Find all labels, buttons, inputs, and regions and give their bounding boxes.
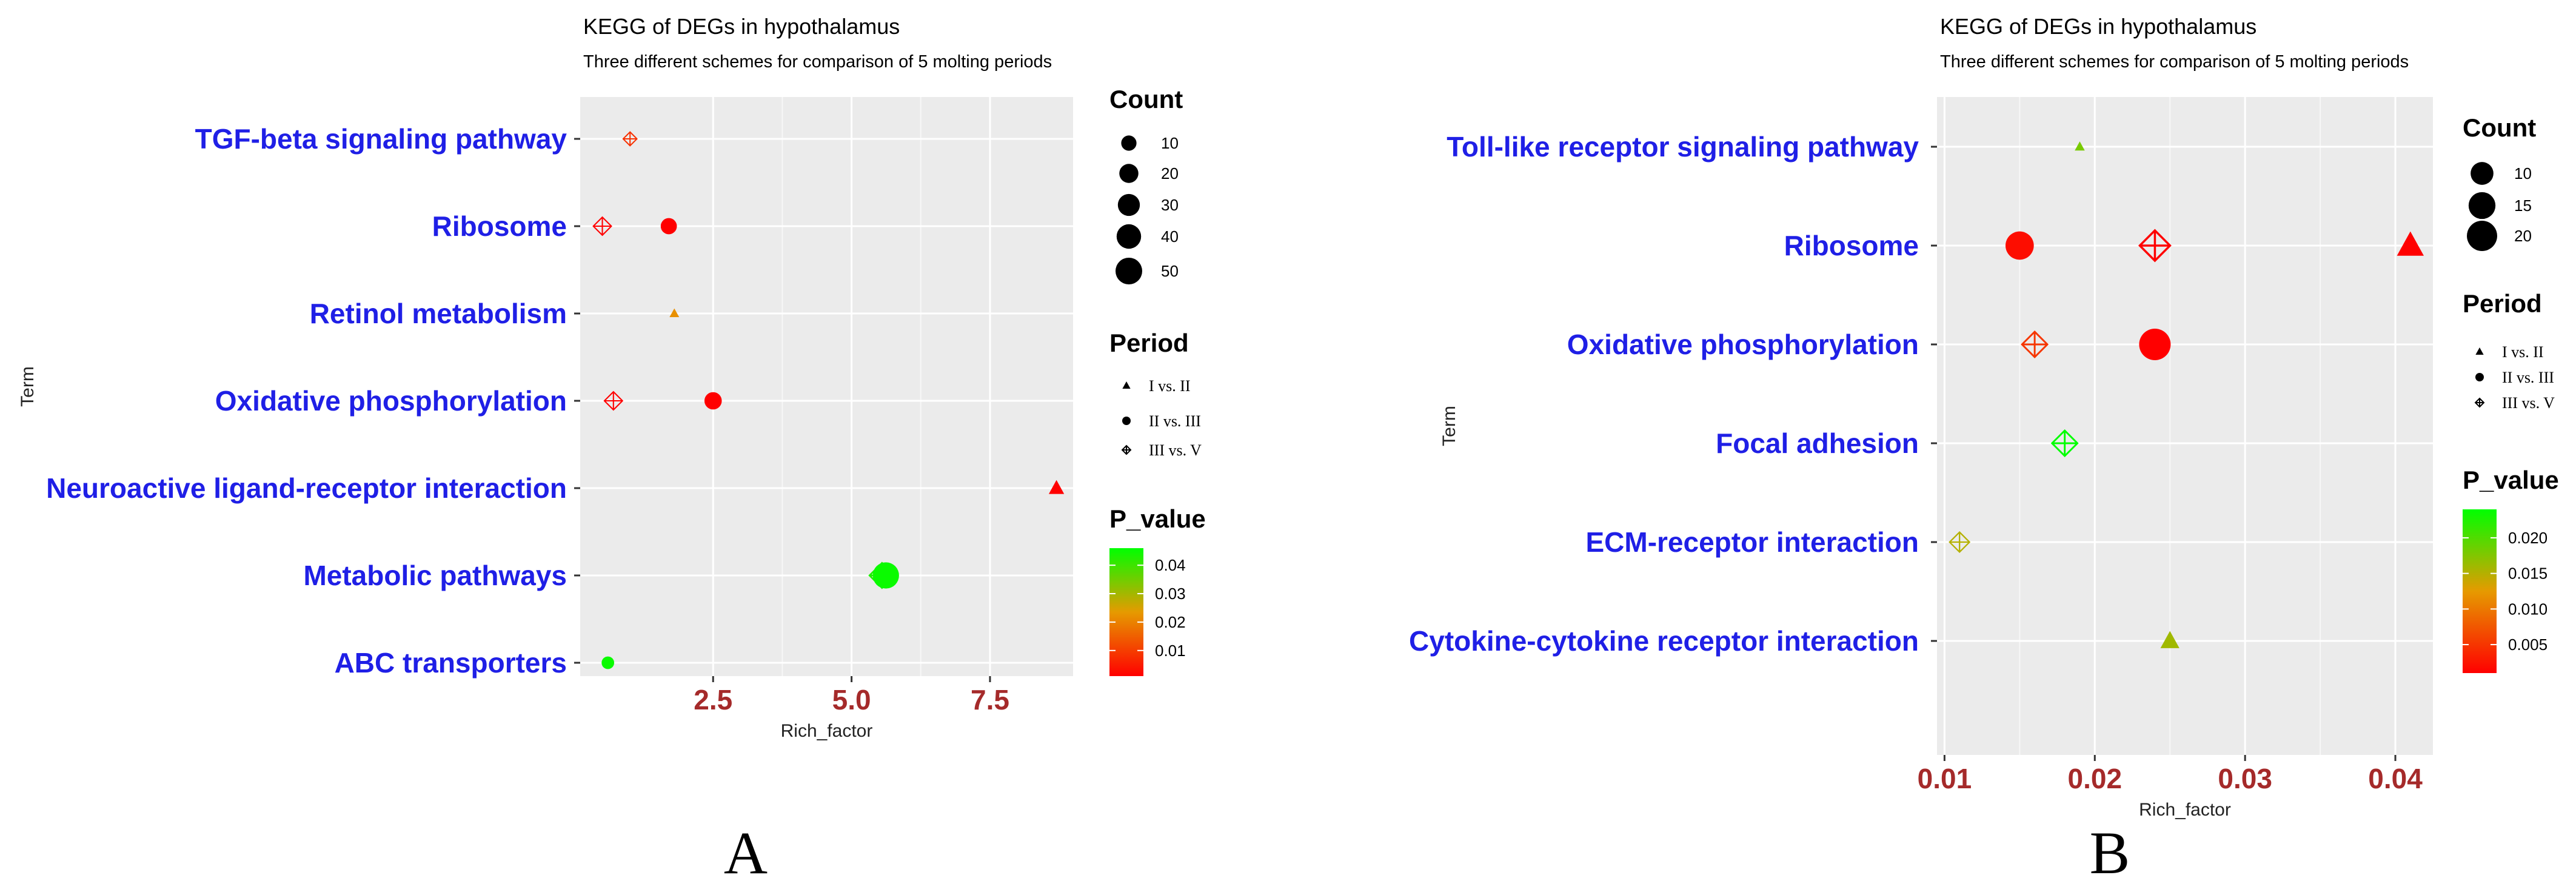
panel-b-y-axis-label: Term bbox=[1439, 406, 1459, 446]
panel-b-data-point bbox=[2139, 329, 2171, 360]
panel-b-x-tick-label: 0.03 bbox=[2218, 763, 2272, 794]
panel-b-data-point bbox=[2005, 231, 2034, 260]
panel-a-legend-period-symbol bbox=[1121, 444, 1132, 455]
panel-a-legend-period-title: Period bbox=[1109, 329, 1189, 357]
panel-b-legend-period-label: III vs. V bbox=[2502, 394, 2555, 412]
panel-a-data-point bbox=[603, 391, 624, 411]
panel-a-data-point bbox=[601, 656, 615, 669]
panel-b-legend-p-label: 0.010 bbox=[2508, 600, 2548, 618]
panel-b-legend-period-symbol bbox=[2475, 373, 2484, 381]
panel-b-legend-count-symbol bbox=[2468, 192, 2496, 220]
panel-a-legend-period-label: II vs. III bbox=[1149, 412, 1201, 430]
panel-b-legend-p-label: 0.015 bbox=[2508, 565, 2548, 583]
panel-a-x-tick-label: 7.5 bbox=[971, 684, 1009, 716]
panel-b-legend-p-colorbar bbox=[2463, 509, 2497, 673]
panel-b-legend-period-label: II vs. III bbox=[2502, 369, 2554, 386]
panel-b-legend-count-symbol bbox=[2471, 162, 2494, 185]
panel-a-legend-count-symbol bbox=[1116, 224, 1142, 249]
panel-b-term-label: Focal adhesion bbox=[1716, 427, 1919, 459]
panel-a-x-axis-label: Rich_factor bbox=[781, 721, 873, 741]
panel-b-x-tick-label: 0.01 bbox=[1918, 763, 1972, 794]
panel-b-legend-p-title: P_value bbox=[2463, 466, 2559, 494]
panel-b-legend-count-label: 10 bbox=[2514, 164, 2532, 183]
panel-b-legend-p-label: 0.005 bbox=[2508, 635, 2548, 654]
panel-a-subtitle: Three different schemes for comparison o… bbox=[583, 52, 1052, 72]
panel-a-term-label: Neuroactive ligand-receptor interaction bbox=[46, 472, 567, 504]
panel-b-legend-count-label: 15 bbox=[2514, 196, 2532, 215]
panel-a-legend-p-label: 0.03 bbox=[1155, 585, 1186, 603]
panel-b-x-axis-label: Rich_factor bbox=[2139, 800, 2231, 820]
panel-a-data-point bbox=[669, 308, 680, 318]
panel-b-legend-count-symbol bbox=[2467, 221, 2497, 251]
panel-b-data-point bbox=[2138, 229, 2172, 263]
panel-a-title: KEGG of DEGs in hypothalamus bbox=[583, 14, 900, 39]
panel-a-term-label: ABC transporters bbox=[335, 647, 567, 679]
panel-a-legend-count-label: 40 bbox=[1161, 227, 1179, 246]
panel-a-legend-count-symbol bbox=[1119, 164, 1139, 183]
panel-a-x-tick-label: 2.5 bbox=[694, 684, 732, 716]
chart-panel-a: KEGG of DEGs in hypothalamus Three differ… bbox=[18, 14, 1206, 887]
panel-a-legend-p-label: 0.01 bbox=[1155, 642, 1186, 660]
panel-a-legend-period-label: III vs. V bbox=[1149, 441, 1202, 459]
panel-a-data-point bbox=[622, 131, 638, 147]
panel-a-data-point bbox=[872, 562, 899, 589]
panel-a-legend-period-symbol bbox=[1122, 417, 1131, 425]
panel-a-plot-area bbox=[580, 97, 1073, 676]
panel-a-data-point bbox=[704, 392, 722, 410]
panel-a-legend-count-label: 10 bbox=[1161, 134, 1179, 152]
panel-b-term-label: Toll-like receptor signaling pathway bbox=[1447, 131, 1919, 163]
panel-a-data-point bbox=[1048, 480, 1065, 494]
panel-b-letter: B bbox=[2090, 819, 2130, 887]
panel-a-legend-count-symbol bbox=[1121, 135, 1137, 151]
panel-b-data-point bbox=[2160, 631, 2180, 648]
panel-b-legend-period-title: Period bbox=[2463, 289, 2542, 318]
panel-a-letter: A bbox=[724, 819, 768, 887]
panel-a-term-label: Oxidative phosphorylation bbox=[215, 385, 567, 417]
panel-a-term-label: Retinol metabolism bbox=[310, 298, 567, 329]
panel-a-legend-count-label: 30 bbox=[1161, 196, 1179, 214]
panel-b-term-label: Cytokine-cytokine receptor interaction bbox=[1409, 625, 1919, 657]
panel-a-legend-period-label: I vs. II bbox=[1149, 377, 1191, 395]
panel-b-legend-count-title: Count bbox=[2463, 113, 2536, 142]
panel-a-data-point bbox=[660, 218, 677, 235]
panel-a-legend-p-title: P_value bbox=[1109, 504, 1206, 533]
panel-b-legend-period-symbol bbox=[2475, 347, 2484, 355]
chart-panel-b: KEGG of DEGs in hypothalamus Three differ… bbox=[1409, 14, 2559, 887]
panel-a-x-tick-label: 5.0 bbox=[832, 684, 871, 716]
panel-b-term-label: ECM-receptor interaction bbox=[1585, 526, 1919, 558]
panel-b-legend-period-symbol bbox=[2474, 397, 2485, 408]
panel-a-term-label: Ribosome bbox=[432, 210, 567, 242]
panel-a-term-label: TGF-beta signaling pathway bbox=[195, 123, 567, 155]
panel-b-x-tick-label: 0.04 bbox=[2368, 763, 2423, 794]
panel-a-legend-count-label: 50 bbox=[1161, 262, 1179, 280]
panel-b-data-point bbox=[2021, 330, 2049, 358]
panel-a-legend-p-label: 0.02 bbox=[1155, 613, 1186, 631]
panel-a-legend-p-colorbar bbox=[1109, 548, 1143, 676]
panel-a-legend-count-label: 20 bbox=[1161, 164, 1179, 183]
panel-b-x-tick-label: 0.02 bbox=[2068, 763, 2123, 794]
panel-a-legend-period-symbol bbox=[1122, 381, 1131, 389]
panel-b-title: KEGG of DEGs in hypothalamus bbox=[1940, 14, 2257, 39]
panel-a-term-label: Metabolic pathways bbox=[303, 560, 567, 591]
panel-b-data-point bbox=[1949, 531, 1971, 554]
panel-b-data-point bbox=[2075, 141, 2085, 151]
panel-a-y-axis-label: Term bbox=[18, 366, 38, 407]
panel-b-subtitle: Three different schemes for comparison o… bbox=[1940, 52, 2409, 72]
panel-a-legend-count-symbol bbox=[1117, 193, 1140, 216]
panel-b-plot-area bbox=[1937, 97, 2433, 755]
panel-a-legend-count-symbol bbox=[1116, 258, 1142, 284]
panel-a-data-point bbox=[592, 216, 612, 236]
panel-b-term-label: Oxidative phosphorylation bbox=[1567, 329, 1919, 360]
panel-a-legend-p-label: 0.04 bbox=[1155, 556, 1186, 574]
panel-b-legend-period-label: I vs. II bbox=[2502, 343, 2544, 361]
panel-b-legend-p-label: 0.020 bbox=[2508, 529, 2548, 547]
panel-b-data-point bbox=[2050, 429, 2079, 457]
panel-b-legend-count-label: 20 bbox=[2514, 227, 2532, 245]
panel-a-legend-count-title: Count bbox=[1109, 85, 1183, 113]
panel-b-data-point bbox=[2397, 231, 2424, 256]
panel-b-term-label: Ribosome bbox=[1784, 230, 1919, 261]
